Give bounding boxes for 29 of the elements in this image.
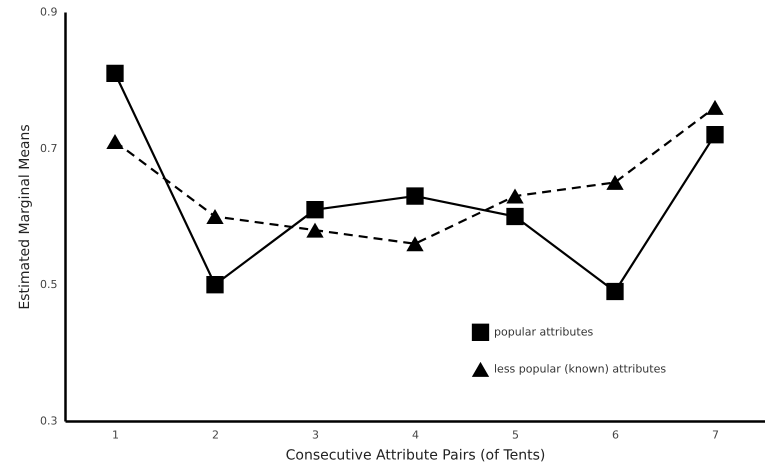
- x-tick-label: 3: [312, 428, 319, 442]
- point: [606, 282, 624, 300]
- x-tick-label: 4: [412, 428, 419, 442]
- x-tick-label: 6: [612, 428, 619, 442]
- point: [406, 187, 424, 205]
- x-tick-label: 2: [212, 428, 219, 442]
- point: [706, 126, 724, 144]
- point: [306, 222, 324, 238]
- legend-label: less popular (known) attributes: [494, 362, 666, 376]
- point: [306, 201, 324, 218]
- point: [606, 174, 624, 190]
- x-axis-title: Consecutive Attribute Pairs (of Tents): [286, 448, 546, 464]
- point: [406, 236, 424, 252]
- point: [106, 134, 124, 150]
- y-tick-label: 0.7: [40, 142, 58, 155]
- point: [706, 100, 724, 115]
- point: [206, 276, 224, 294]
- y-tick-label: 0.9: [40, 6, 58, 18]
- point: [106, 64, 124, 82]
- x-tick-label: 1: [112, 428, 119, 442]
- x-tick-label: 5: [512, 428, 519, 442]
- y-tick-label: 0.5: [40, 278, 58, 292]
- point: [206, 209, 224, 224]
- legend-label: popular attributes: [494, 325, 594, 338]
- point: [506, 188, 524, 204]
- y-axis-title: Estimated Marginal Means: [17, 124, 34, 310]
- y-tick-label: 0.3: [40, 414, 58, 428]
- x-tick-label: 7: [712, 428, 719, 442]
- point: [506, 208, 524, 226]
